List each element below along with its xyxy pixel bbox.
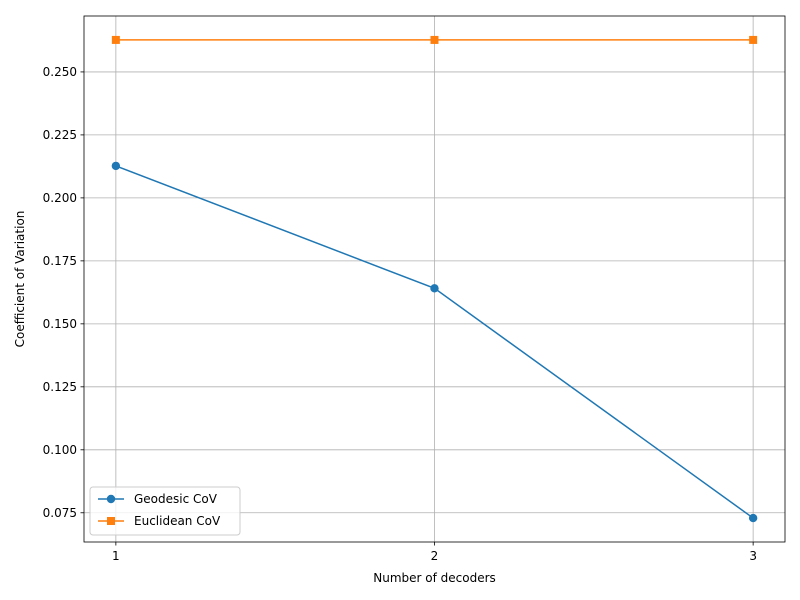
euclidean-cov-point xyxy=(749,35,758,44)
y-tick-label: 0.150 xyxy=(43,317,77,331)
x-axis-ticks: 1 2 3 xyxy=(112,542,757,563)
legend-label: Geodesic CoV xyxy=(134,492,218,506)
legend: Geodesic CoV Euclidean CoV xyxy=(89,486,241,536)
y-tick-label: 0.175 xyxy=(43,254,77,268)
legend-label: Euclidean CoV xyxy=(134,514,221,528)
geodesic-cov-point xyxy=(111,161,121,171)
geodesic-cov-point xyxy=(748,513,758,523)
geodesic-cov-legend-marker xyxy=(106,494,116,504)
y-tick-label: 0.225 xyxy=(43,128,77,142)
y-tick-label: 0.250 xyxy=(43,65,77,79)
x-tick-label: 2 xyxy=(431,549,439,563)
y-tick-label: 0.100 xyxy=(43,443,77,457)
y-tick-label: 0.125 xyxy=(43,380,77,394)
y-axis-label: Coefficient of Variation xyxy=(13,211,27,348)
x-axis-label: Number of decoders xyxy=(373,571,496,585)
geodesic-cov-point xyxy=(430,284,439,293)
x-tick-label: 1 xyxy=(112,549,120,563)
euclidean-cov-point xyxy=(430,35,439,44)
x-tick-label: 3 xyxy=(749,549,757,563)
series-markers xyxy=(111,35,758,523)
y-axis-ticks: 0.075 0.100 0.125 0.150 0.175 0.200 0.225 0.250 xyxy=(43,65,84,520)
euclidean-cov-point xyxy=(111,35,120,44)
legend-box xyxy=(89,486,241,536)
euclidean-cov-legend-marker xyxy=(107,517,115,525)
y-tick-label: 0.200 xyxy=(43,191,77,205)
y-tick-label: 0.075 xyxy=(43,506,77,520)
